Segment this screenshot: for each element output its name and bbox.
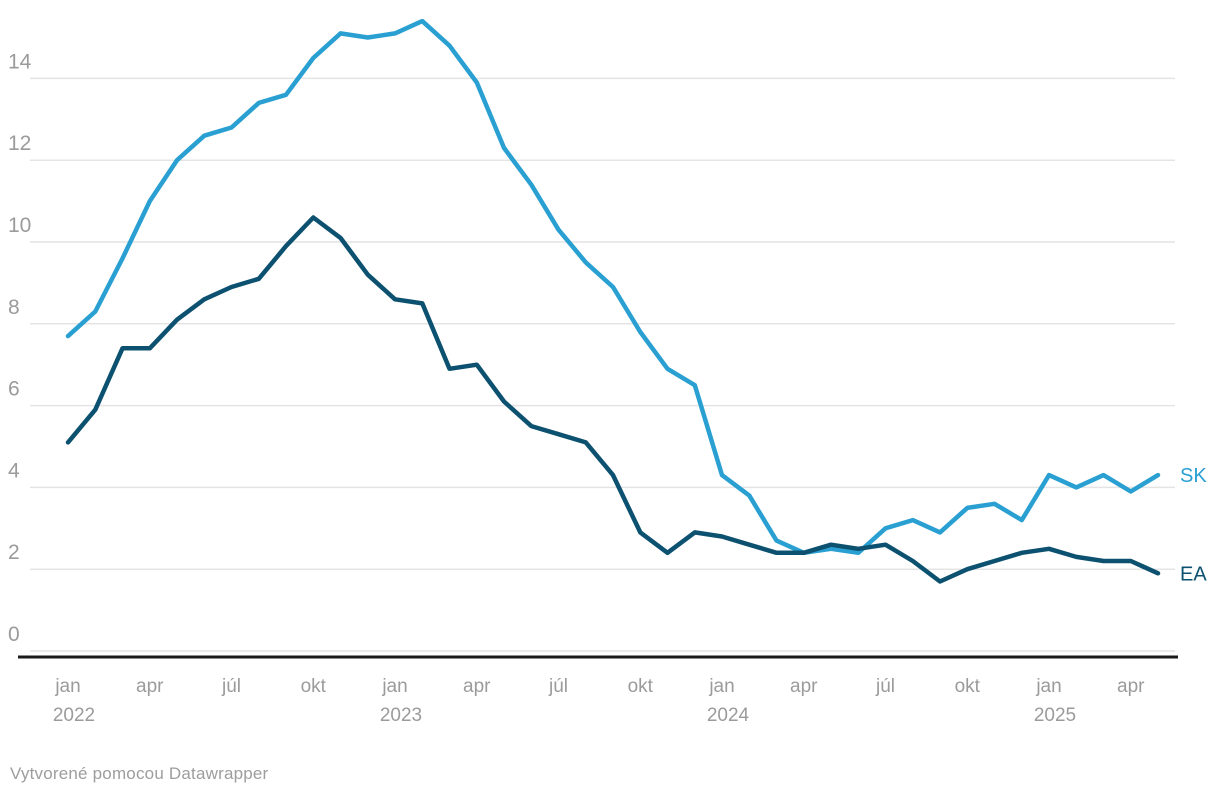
chart-canvas: 0 2 4 6 8 10 12 14 jan 2022 apr júl okt jan 2023 apr jú… bbox=[8, 18, 1207, 726]
series-label-sk: SK bbox=[1180, 465, 1207, 487]
x-tick-year-2025: 2025 bbox=[1034, 705, 1076, 726]
x-tick-month-9: okt bbox=[301, 676, 327, 697]
x-tick-month-30: júl bbox=[875, 676, 895, 697]
x-tick-year-2024: 2024 bbox=[707, 705, 750, 726]
x-tick-month-12: jan bbox=[381, 676, 407, 697]
y-tick-label-0: 0 bbox=[8, 623, 20, 646]
series-line-sk bbox=[65, 18, 1161, 556]
x-axis-tick-labels: jan 2022 apr júl okt jan 2023 apr júl okt jan 2024 a… bbox=[53, 676, 1145, 726]
x-tick-year-2022: 2022 bbox=[53, 705, 95, 726]
x-tick-month-33: okt bbox=[955, 676, 981, 697]
y-tick-label-14: 14 bbox=[8, 50, 32, 73]
x-tick-month-3: apr bbox=[136, 676, 164, 697]
data-lines bbox=[65, 18, 1161, 584]
gridlines bbox=[30, 77, 1175, 652]
series-line-ea bbox=[65, 215, 1161, 584]
x-tick-month-15: apr bbox=[463, 676, 491, 697]
line-chart: 0 2 4 6 8 10 12 14 jan 2022 apr júl okt jan 2023 apr jú… bbox=[8, 18, 1207, 783]
y-tick-label-2: 2 bbox=[8, 541, 20, 564]
x-tick-month-39: apr bbox=[1117, 676, 1145, 697]
y-tick-label-12: 12 bbox=[8, 132, 31, 155]
x-tick-month-36: jan bbox=[1035, 676, 1061, 697]
y-axis-tick-labels: 0 2 4 6 8 10 12 14 bbox=[8, 50, 32, 646]
x-tick-month-21: okt bbox=[628, 676, 654, 697]
x-tick-month-0: jan bbox=[54, 676, 80, 697]
x-tick-year-2023: 2023 bbox=[380, 705, 422, 726]
series-end-labels: SK EA bbox=[1180, 465, 1207, 585]
x-tick-month-24: jan bbox=[708, 676, 734, 697]
y-tick-label-10: 10 bbox=[8, 214, 31, 237]
y-tick-label-4: 4 bbox=[8, 459, 20, 482]
x-tick-month-6: júl bbox=[221, 676, 241, 697]
x-tick-month-18: júl bbox=[548, 676, 568, 697]
series-label-ea: EA bbox=[1180, 563, 1207, 585]
y-tick-label-8: 8 bbox=[8, 296, 20, 319]
datawrapper-attribution-link[interactable]: Vytvorené pomocou Datawrapper bbox=[10, 764, 269, 783]
x-tick-month-27: apr bbox=[790, 676, 818, 697]
y-tick-label-6: 6 bbox=[8, 378, 20, 401]
